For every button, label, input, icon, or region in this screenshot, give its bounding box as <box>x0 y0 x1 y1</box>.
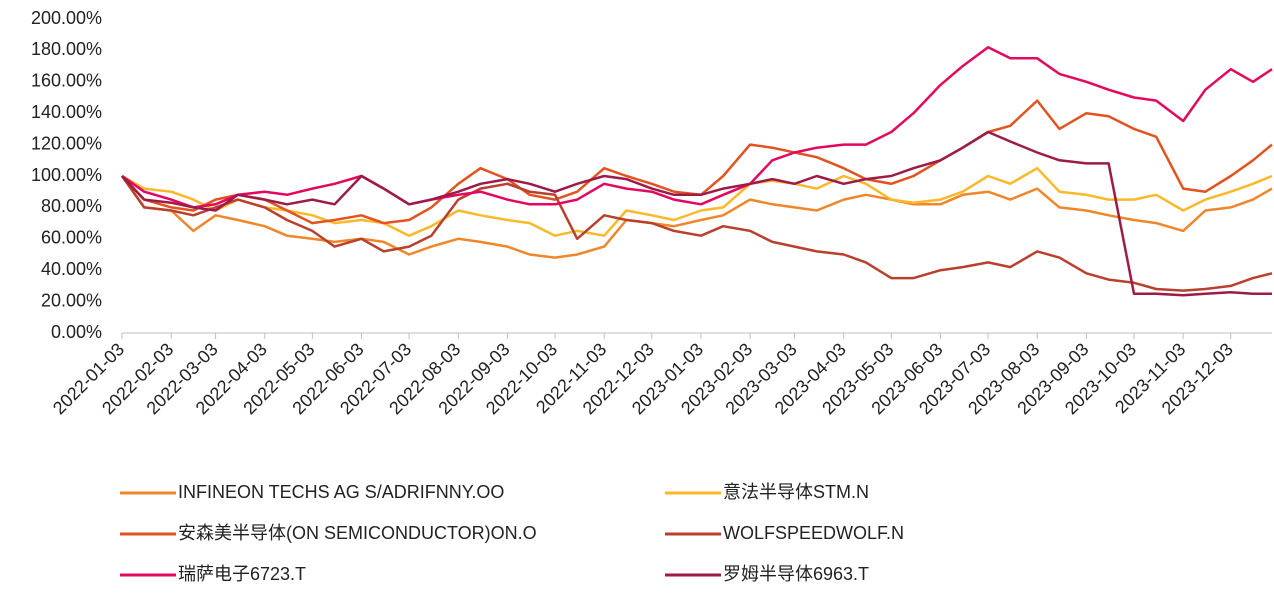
y-tick-label: 160.00% <box>31 71 102 91</box>
y-tick-label: 20.00% <box>41 290 102 310</box>
y-tick-label: 120.00% <box>31 133 102 153</box>
legend-label: 瑞萨电子6723.T <box>178 564 306 584</box>
legend-label: 罗姆半导体6963.T <box>723 564 869 584</box>
y-tick-label: 180.00% <box>31 39 102 59</box>
y-tick-label: 60.00% <box>41 228 102 248</box>
y-tick-label: 200.00% <box>31 8 102 28</box>
y-tick-label: 80.00% <box>41 196 102 216</box>
series-line <box>121 130 1272 297</box>
legend-label: 意法半导体STM.N <box>723 482 869 502</box>
y-tick-label: 100.00% <box>31 165 102 185</box>
y-tick-label: 40.00% <box>41 259 102 279</box>
legend-label: INFINEON TECHS AG S/ADRIFNNY.OO <box>178 482 504 502</box>
y-tick-label: 0.00% <box>51 322 102 342</box>
legend-label: WOLFSPEEDWOLF.N <box>723 523 904 543</box>
series-line <box>120 175 1273 259</box>
series-line <box>120 175 1273 292</box>
legend-label: 安森美半导体(ON SEMICONDUCTOR)ON.O <box>178 523 537 543</box>
series-line <box>121 46 1273 209</box>
y-tick-label: 140.00% <box>31 102 102 122</box>
series-line <box>121 166 1273 237</box>
